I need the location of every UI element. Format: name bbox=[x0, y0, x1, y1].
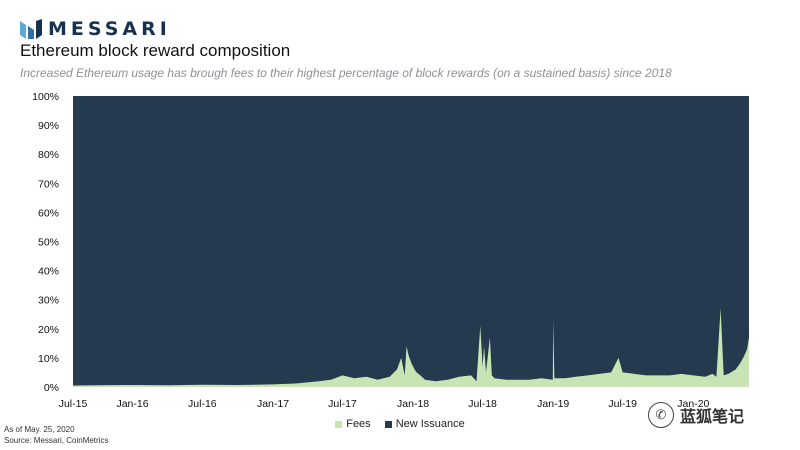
x-tick-label: Jan-19 bbox=[537, 398, 569, 410]
legend-swatch-fees bbox=[335, 420, 343, 428]
y-tick-label: 90% bbox=[38, 120, 59, 132]
y-tick-label: 40% bbox=[38, 266, 59, 278]
legend-item-fees: Fees bbox=[335, 418, 371, 430]
messari-logo-icon bbox=[20, 19, 42, 39]
messari-logo: MESSARI bbox=[20, 18, 171, 40]
chart-title: Ethereum block reward composition bbox=[20, 41, 291, 60]
as-of-date: As of May. 25, 2020 bbox=[4, 425, 75, 434]
source-note: Source: Messari, CoinMetrics bbox=[4, 436, 109, 445]
x-tick-label: Jul-18 bbox=[468, 398, 497, 410]
watermark: ✆ 蓝狐笔记 bbox=[648, 402, 744, 428]
chart-legend: Fees New Issuance bbox=[0, 418, 800, 430]
y-tick-label: 20% bbox=[38, 324, 59, 336]
x-tick-label: Jul-19 bbox=[608, 398, 637, 410]
plot-area bbox=[73, 96, 749, 387]
y-tick-label: 100% bbox=[32, 91, 59, 103]
y-tick-label: 50% bbox=[38, 237, 59, 249]
y-tick-label: 30% bbox=[38, 295, 59, 307]
new-issuance-area bbox=[73, 96, 749, 387]
x-tick-label: Jan-18 bbox=[397, 398, 429, 410]
x-tick-label: Jul-16 bbox=[188, 398, 217, 410]
y-axis: 0% 10% 20% 30% 40% 50% 60% 70% 80% 90% 100% bbox=[32, 91, 59, 394]
wechat-icon: ✆ bbox=[648, 402, 674, 428]
fees-area bbox=[73, 308, 749, 387]
x-axis: Jul-15 Jan-16 Jul-16 Jan-17 Jul-17 Jan-18 Jul-… bbox=[59, 398, 710, 410]
y-tick-label: 10% bbox=[38, 353, 59, 365]
x-tick-label: Jan-16 bbox=[116, 398, 148, 410]
y-tick-label: 60% bbox=[38, 207, 59, 219]
y-tick-label: 0% bbox=[44, 382, 59, 394]
legend-swatch-new-issuance bbox=[384, 420, 392, 428]
y-tick-label: 80% bbox=[38, 149, 59, 161]
legend-label-fees: Fees bbox=[346, 418, 371, 430]
y-tick-label: 70% bbox=[38, 178, 59, 190]
legend-item-new-issuance: New Issuance bbox=[384, 418, 465, 430]
x-tick-label: Jul-15 bbox=[59, 398, 88, 410]
chart-subtitle: Increased Ethereum usage has brough fees… bbox=[20, 66, 672, 80]
watermark-text: 蓝狐笔记 bbox=[680, 407, 745, 426]
logo-wordmark: MESSARI bbox=[48, 18, 171, 40]
x-tick-label: Jul-17 bbox=[328, 398, 357, 410]
x-tick-label: Jan-17 bbox=[257, 398, 289, 410]
legend-label-new-issuance: New Issuance bbox=[395, 418, 465, 430]
x-tick-label: Jan-20 bbox=[677, 398, 709, 410]
